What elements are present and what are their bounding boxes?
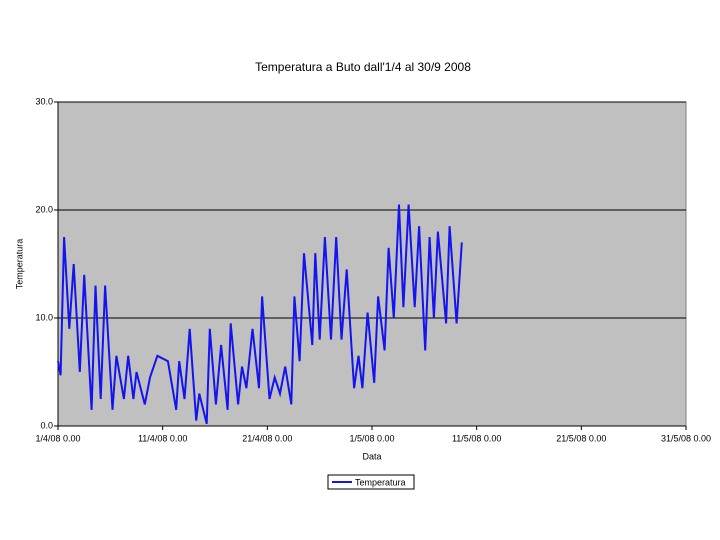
x-tick-label: 31/5/08 0.00	[661, 433, 711, 443]
y-tick-label: 0.0	[40, 420, 53, 430]
y-tick-label: 10.0	[35, 312, 53, 322]
y-axis-label: Temperatura	[14, 239, 24, 290]
x-tick-label: 11/5/08 0.00	[452, 433, 501, 443]
x-tick-label: 21/4/08 0.00	[242, 433, 292, 443]
legend-label: Temperatura	[355, 477, 406, 487]
x-tick-label: 1/4/08 0.00	[35, 433, 80, 443]
y-tick-label: 30.0	[35, 96, 53, 106]
legend-box	[327, 474, 415, 490]
plot-area	[57, 101, 687, 427]
x-tick-label: 21/5/08 0.00	[556, 433, 606, 443]
y-tick-label: 20.0	[35, 204, 53, 214]
data-line	[57, 204, 463, 425]
chart-title: Temperatura a Buto dall'1/4 al 30/9 2008	[255, 60, 471, 74]
x-tick-label: 11/4/08 0.00	[138, 433, 187, 443]
x-tick-label: 1/5/08 0.00	[349, 433, 394, 443]
x-axis-label: Data	[362, 451, 381, 461]
